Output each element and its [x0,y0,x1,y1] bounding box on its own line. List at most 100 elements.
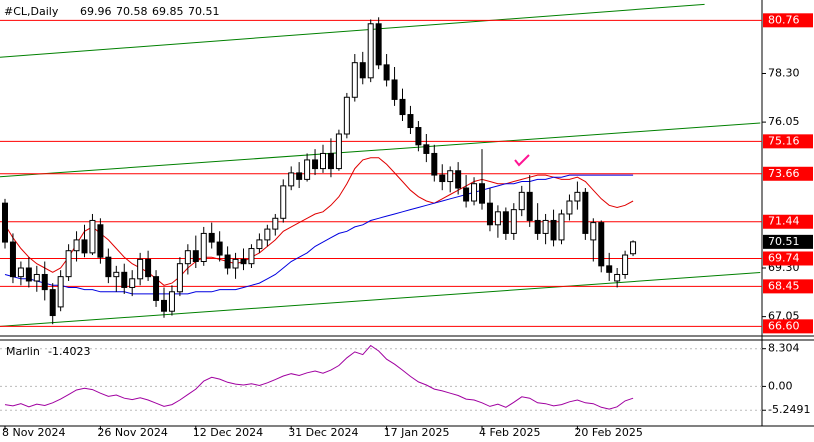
ohlc-open: 69.96 [80,5,112,18]
candle-body [272,217,279,230]
y-tick-label: 76.05 [768,115,800,128]
level-label-box [763,214,813,229]
trendline [0,122,761,178]
level-label: 80.76 [768,13,800,26]
candle-body [375,23,382,66]
candle-body [494,211,501,226]
candle-body [304,159,311,180]
candle-body [33,273,40,282]
candle-body [224,254,231,269]
candle-body [463,187,470,202]
candle-body [312,159,319,170]
candle-body [510,209,517,234]
trendline [0,3,705,58]
candle-body [192,250,199,263]
ohlc-high: 70.58 [116,5,148,18]
candle-body [399,98,406,116]
candle-body [351,62,358,98]
candle-body [256,239,263,250]
candle-body [439,174,446,183]
price-box [763,234,813,249]
moving-average [4,174,634,295]
candle-body [518,191,525,211]
x-tick-label: 17 Jan 2025 [384,426,450,439]
indicator-name: Marlin [6,345,40,358]
ohlc-low: 69.85 [152,5,184,18]
candle-body [17,267,24,278]
level-label-box [763,134,813,149]
level-label-box [763,13,813,28]
x-tick-label: 26 Nov 2024 [97,426,167,439]
candle-body [542,219,549,234]
trendline [0,272,761,327]
level-label: 75.16 [768,134,800,147]
candle-body [582,191,589,234]
candle-body [240,258,247,265]
candle-body [65,250,72,278]
y-tick-label: 0.00 [768,379,793,392]
candle-body [343,96,350,135]
candle-body [232,258,239,269]
candle-body [121,271,128,288]
candle-body [49,289,56,317]
moving-average [4,157,634,286]
candle-body [558,213,565,241]
candle-body [176,263,183,293]
candle-body [153,276,160,301]
candle-body [264,228,271,241]
level-label-box [763,166,813,181]
price-label: 70.51 [768,235,800,248]
candle-body [168,291,175,312]
candle-body [455,170,462,189]
candle-body [296,172,303,180]
candle-body [590,222,597,241]
candle-body [25,267,32,282]
candle-body [184,250,191,265]
x-tick-label: 4 Feb 2025 [479,426,540,439]
candle-body [566,200,573,215]
candle-body [2,202,8,243]
candle-body [447,170,454,183]
candle-body [367,23,374,79]
level-label-box [763,319,813,334]
candle-body [113,271,120,278]
indicator-value: -1.4023 [48,345,90,358]
x-tick-label: 8 Nov 2024 [2,426,65,439]
candle-body [320,152,326,170]
candle-body [248,248,255,265]
check-mark [514,154,530,167]
candle-body [9,241,16,278]
candle-body [327,152,334,170]
candle-body [407,114,414,129]
candle-body [145,258,152,278]
ohlc-close: 70.51 [188,5,220,18]
y-tick-label: 8.304 [768,342,800,355]
candle-body [574,191,581,202]
candle-body [161,299,167,312]
indicator-line [4,344,634,410]
candle-body [502,211,509,234]
chart-title: #CL,Daily [4,5,59,18]
candle-body [73,239,80,252]
candle-body [280,185,287,219]
candle-body [622,254,629,275]
candle-body [526,191,533,221]
candle-body [550,219,557,241]
x-tick-label: 20 Feb 2025 [574,426,642,439]
candle-body [335,133,342,170]
candle-body [534,219,541,234]
candle-body [383,64,390,81]
candle-body [97,224,104,258]
candle-body [41,273,48,291]
candle-body [598,222,605,267]
x-tick-label: 31 Dec 2024 [288,426,358,439]
candle-body [105,256,112,278]
candle-body [57,276,64,308]
candle-body [606,265,613,273]
x-tick-label: 12 Dec 2024 [193,426,263,439]
candle-body [630,241,637,255]
candle-body [288,172,295,187]
candle-body [614,273,621,282]
